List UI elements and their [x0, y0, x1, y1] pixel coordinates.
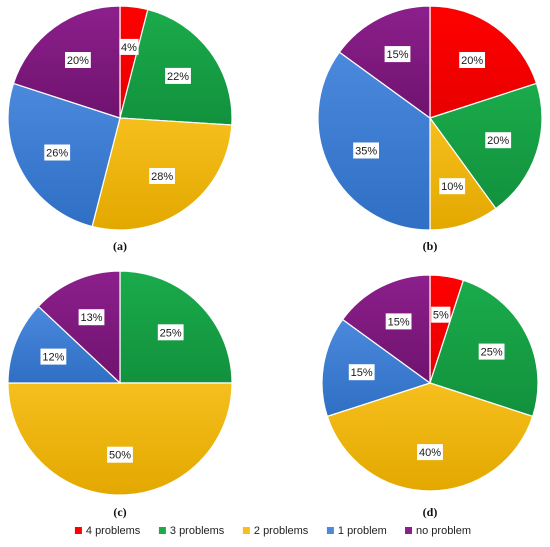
legend-item-4-problems: 4 problems: [74, 525, 141, 537]
data-label-box: [40, 348, 67, 365]
data-label-no-problem: 15%: [388, 316, 410, 328]
data-label-1-problem: 26%: [46, 148, 68, 160]
data-label-2-problems: 40%: [419, 447, 441, 459]
slice-1-problem: [321, 318, 432, 418]
data-label-3-problems: 22%: [167, 71, 189, 83]
data-label-box: [385, 313, 412, 330]
legend-swatch: [74, 527, 82, 534]
data-label-4-problems: 4%: [121, 42, 137, 54]
data-label-1-problem: 12%: [42, 352, 64, 364]
slice-2-problems: [7, 382, 233, 496]
data-label-box: [65, 52, 91, 68]
data-label-no-problem: 20%: [67, 55, 89, 67]
data-label-3-problems: 25%: [481, 347, 503, 359]
data-label-1-problem: 35%: [355, 146, 377, 158]
panel-label: (c): [113, 505, 126, 519]
panel-label: (a): [113, 239, 127, 253]
pie-chart-c: 25% 50% 12% 13% (c): [7, 270, 233, 519]
slice-1-problem: [7, 305, 122, 384]
data-label-no-problem: 13%: [80, 312, 102, 324]
data-label-box: [348, 364, 375, 381]
data-label-box: [165, 67, 191, 84]
legend-swatch: [326, 527, 334, 534]
data-label-box: [44, 144, 71, 161]
legend-label: no problem: [416, 525, 471, 537]
data-label-3-problems: 20%: [487, 135, 509, 147]
data-label-2-problems: 28%: [151, 171, 173, 183]
data-label-box: [78, 309, 105, 326]
legend-item-3-problems: 3 problems: [158, 525, 225, 537]
data-label-box: [149, 168, 175, 184]
data-label-box: [431, 306, 451, 323]
pie-chart-a: 4% 22% 28% 26% 20% (a): [7, 5, 233, 253]
legend-label: 1 problem: [338, 525, 387, 537]
panel-label: (d): [423, 505, 438, 519]
panel-label: (b): [423, 239, 438, 253]
data-label-2-problems: 10%: [441, 181, 463, 193]
data-label-box: [353, 142, 379, 159]
slice-1-problem: [317, 51, 431, 231]
data-label-1-problem: 15%: [351, 367, 373, 379]
data-label-no-problem: 15%: [386, 49, 408, 61]
legend-item-2-problems: 2 problems: [242, 525, 309, 537]
data-label-2-problems: 50%: [109, 450, 131, 462]
data-label-box: [439, 178, 466, 195]
data-label-box: [384, 46, 411, 63]
legend: 4 problems 3 problems 2 problems 1 problem n…: [74, 525, 471, 537]
data-label-4-problems: 20%: [461, 55, 483, 67]
data-label-box: [478, 343, 505, 360]
data-label-box: [485, 132, 512, 149]
data-label-box: [459, 52, 485, 68]
data-label-4-problems: 5%: [433, 310, 449, 322]
data-label-box: [417, 444, 443, 461]
pie-chart-d: 5% 25% 40% 15% 15% (d): [321, 274, 539, 519]
legend-label: 4 problems: [86, 525, 141, 537]
slice-2-problems: [326, 382, 534, 492]
data-label-box: [119, 38, 139, 55]
data-label-3-problems: 25%: [160, 327, 182, 339]
legend-item-no-problem: no problem: [405, 525, 471, 537]
slice-3-problems: [119, 8, 233, 126]
data-label-box: [107, 446, 133, 463]
legend-swatch: [242, 527, 250, 534]
legend-swatch: [405, 527, 412, 534]
data-label-box: [157, 324, 184, 341]
legend-label: 3 problems: [170, 525, 225, 537]
legend-label: 2 problems: [254, 525, 309, 537]
slice-no-problem: [37, 270, 121, 385]
pie-chart-b: 20% 20% 10% 35% 15% (b): [317, 5, 543, 253]
legend-item-1-problem: 1 problem: [326, 525, 387, 537]
legend-swatch: [158, 527, 166, 534]
